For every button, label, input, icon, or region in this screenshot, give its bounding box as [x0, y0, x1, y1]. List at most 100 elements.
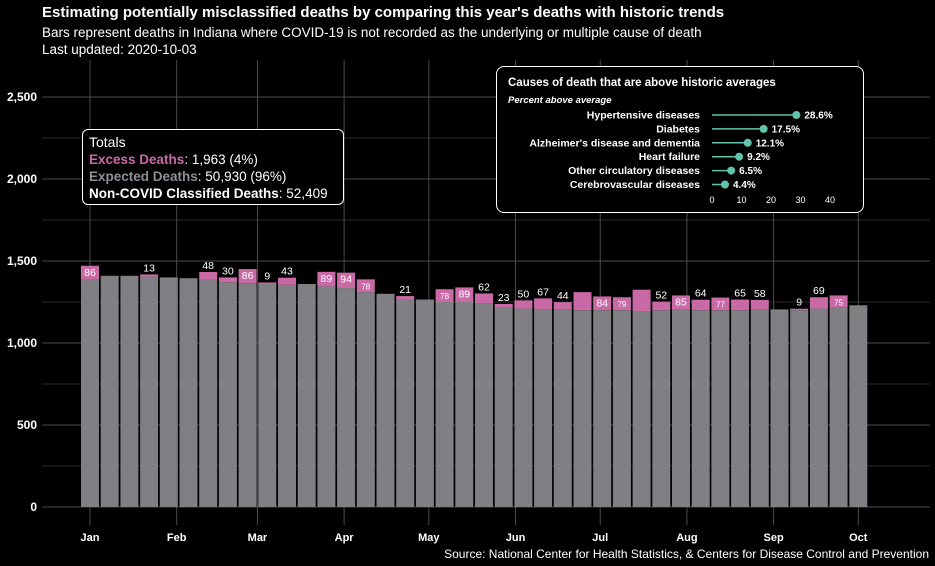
excess-bar — [514, 300, 533, 309]
excess-bar — [238, 269, 257, 284]
non-covid-deaths-line: Non-COVID Classified Deaths: 52,409 — [89, 185, 337, 202]
bar-data-label: 65 — [734, 288, 746, 300]
expected-bar — [475, 303, 493, 507]
excess-bar — [691, 299, 710, 311]
excess-bar — [356, 279, 375, 293]
bar-data-label: 30 — [222, 265, 234, 277]
cause-value-label: 6.5% — [739, 166, 762, 177]
excess-bar — [396, 296, 415, 300]
expected-bar — [593, 310, 612, 507]
y-tick-label: 1,000 — [7, 336, 37, 350]
expected-bar — [790, 310, 809, 507]
excess-bar — [435, 289, 454, 302]
expected-bar — [278, 284, 296, 507]
chart-subtitle: Bars represent deaths in Indiana where C… — [42, 25, 702, 40]
bar-data-label: 9 — [796, 297, 802, 309]
y-tick-label: 0 — [30, 500, 37, 514]
excess-bar — [278, 277, 296, 285]
bar-data-label: 86 — [84, 267, 96, 279]
bar-data-label: 69 — [813, 285, 825, 297]
x-tick-label: Aug — [676, 532, 697, 544]
expected-bar — [179, 278, 198, 507]
non-covid-deaths-label: Non-COVID Classified Deaths — [89, 186, 279, 201]
excess-bar — [553, 302, 572, 310]
bar-data-label: 13 — [143, 262, 155, 274]
expected-bar — [829, 307, 848, 507]
excess-bar — [455, 287, 474, 302]
excess-bar — [258, 282, 277, 284]
excess-bar — [672, 295, 690, 310]
expected-bar — [455, 302, 474, 507]
expected-bar — [140, 276, 159, 507]
expected-bar — [514, 308, 533, 507]
cause-dot — [792, 111, 801, 119]
excess-deaths-value: : 1,963 (4%) — [184, 152, 258, 167]
expected-bar — [258, 283, 277, 507]
expected-bar — [376, 293, 395, 507]
bar-data-label: 9 — [264, 270, 270, 282]
cause-x-tick-label: 40 — [825, 195, 835, 205]
bar-data-label: 48 — [202, 260, 214, 272]
expected-bar — [494, 307, 513, 507]
excess-bar — [731, 299, 750, 311]
expected-bar — [356, 292, 375, 507]
bar-data-label: 86 — [242, 270, 254, 282]
cause-x-tick-label: 20 — [766, 195, 776, 205]
bar-data-label: 52 — [655, 290, 667, 302]
excess-bar — [337, 272, 356, 289]
excess-bar — [612, 297, 631, 311]
cause-label: Diabetes — [656, 123, 700, 135]
expected-bar — [691, 310, 710, 507]
excess-bar — [317, 271, 336, 287]
expected-bar — [100, 275, 119, 507]
x-tick-label: Oct — [849, 532, 868, 544]
bar-data-label: 58 — [754, 288, 766, 300]
excess-bar — [750, 299, 769, 310]
expected-deaths-label: Expected Deaths — [89, 169, 198, 184]
cause-value-label: 28.6% — [804, 111, 832, 122]
cause-dot — [759, 124, 768, 133]
causes-subtitle: Percent above average — [508, 95, 612, 106]
expected-bar — [435, 302, 454, 507]
bar-data-label: 43 — [281, 266, 293, 278]
cause-x-tick-label: 10 — [736, 195, 746, 205]
expected-bar — [159, 277, 178, 507]
cause-x-tick-label: 30 — [795, 195, 805, 205]
cause-dot — [720, 180, 729, 189]
expected-bar — [770, 309, 789, 507]
expected-bar — [672, 309, 690, 507]
causes-inset: Causes of death that are above historic … — [496, 66, 864, 213]
expected-bar — [573, 310, 592, 507]
expected-deaths-line: Expected Deaths: 50,930 (96%) — [89, 168, 337, 185]
last-updated: Last updated: 2020-10-03 — [42, 42, 197, 57]
excess-deaths-label: Excess Deaths — [89, 152, 185, 167]
x-tick-label: Mar — [248, 532, 268, 544]
expected-bar — [317, 286, 336, 507]
x-tick-label: Sep — [763, 532, 783, 544]
x-tick-label: Jan — [81, 532, 100, 544]
bar-data-label: 62 — [478, 281, 490, 293]
causes-title: Causes of death that are above historic … — [508, 77, 776, 89]
excess-bar — [475, 293, 493, 304]
totals-box: Totals Excess Deaths: 1,963 (4%) Expecte… — [82, 129, 344, 205]
expected-bar — [297, 283, 316, 507]
excess-bar — [593, 296, 612, 311]
y-tick-label: 500 — [17, 418, 37, 432]
excess-bar — [652, 301, 671, 311]
bar-data-label: 21 — [399, 284, 411, 296]
excess-bar — [494, 303, 513, 308]
excess-bar — [140, 274, 159, 277]
excess-bar — [632, 289, 651, 312]
cause-label: Alzheimer's disease and dementia — [529, 137, 700, 149]
cause-value-label: 17.5% — [772, 124, 800, 135]
x-tick-label: Feb — [167, 532, 187, 544]
expected-bar — [711, 310, 730, 507]
cause-label: Other circulatory diseases — [568, 165, 700, 177]
non-covid-deaths-value: : 52,409 — [278, 186, 328, 201]
bar-data-label: 79 — [617, 300, 626, 309]
cause-dot — [735, 152, 744, 161]
expected-bar — [337, 288, 356, 507]
expected-bar — [199, 279, 218, 507]
expected-bar — [534, 309, 553, 507]
